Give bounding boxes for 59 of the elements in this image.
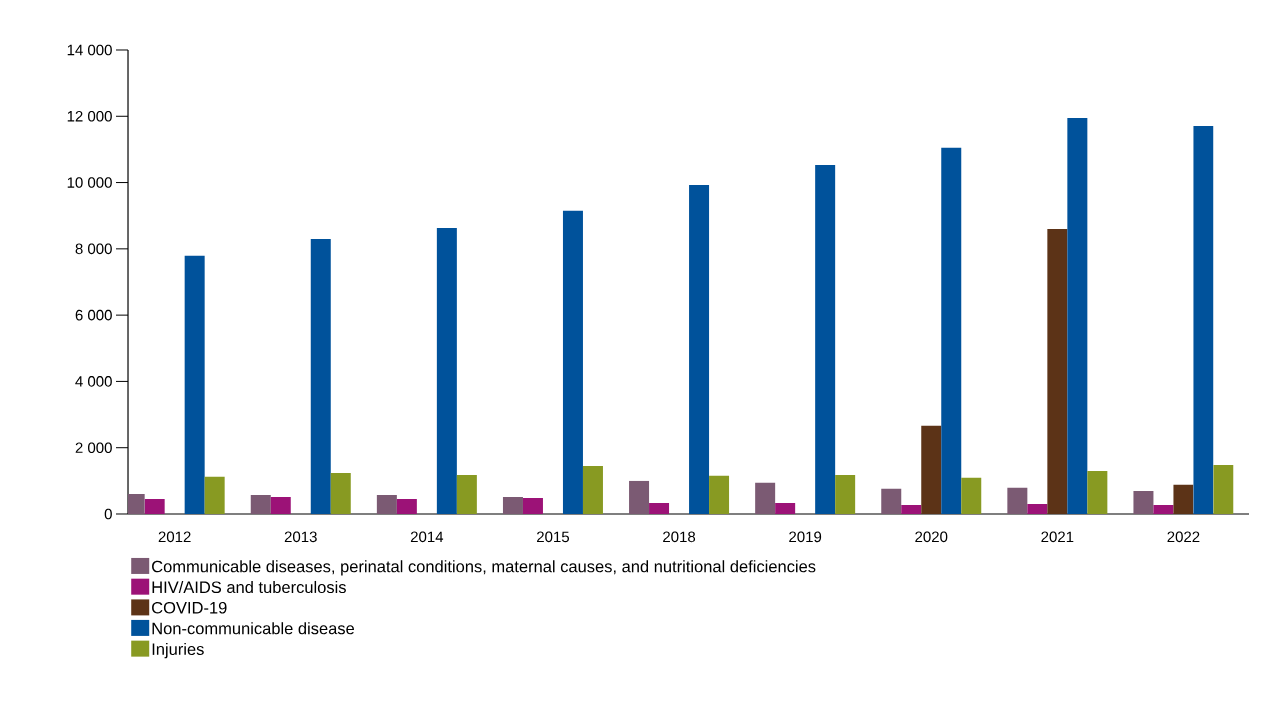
x-tick-label: 2013 (284, 531, 317, 543)
x-tick-label: 2020 (915, 531, 948, 543)
bar (1173, 484, 1194, 514)
bar (941, 147, 962, 514)
bar (755, 482, 776, 514)
x-tick-label: 2015 (537, 531, 570, 543)
bar (709, 475, 730, 514)
bar (522, 498, 543, 514)
legend-label: Injuries (152, 642, 204, 659)
bar (376, 495, 397, 514)
y-tick-label: 4 000 (75, 376, 112, 387)
bar (961, 477, 982, 514)
y-tick-label: 2 000 (75, 442, 112, 454)
bar (456, 474, 477, 514)
bar (1133, 491, 1154, 514)
bar (775, 503, 796, 514)
x-tick-label: 2019 (789, 531, 822, 543)
bar (1067, 117, 1088, 514)
x-tick-label: 2021 (1041, 531, 1074, 543)
legend-label: Communicable diseases, perinatal conditions, maternal causes, and nutritional deficiencies (152, 560, 816, 576)
bar (901, 505, 922, 514)
bar (330, 472, 351, 514)
bar (629, 480, 650, 514)
x-tick-label: 2018 (663, 531, 696, 543)
x-tick-label: 2014 (410, 531, 444, 543)
bar (184, 255, 205, 514)
bar (396, 499, 417, 514)
bar (436, 227, 457, 514)
bar (1153, 505, 1174, 514)
y-tick-label: 6 000 (75, 309, 112, 321)
y-tick-label: 14 000 (67, 44, 112, 56)
bar (689, 184, 710, 514)
x-tick-label: 2022 (1167, 531, 1200, 543)
bar (1007, 487, 1028, 514)
bar (1027, 504, 1048, 514)
bar (835, 474, 856, 514)
y-tick-label: 10 000 (67, 177, 112, 188)
bar (250, 495, 271, 514)
legend-label: COVID-19 (152, 601, 227, 614)
bar (815, 165, 836, 514)
y-tick-label: 0 (104, 508, 112, 520)
bar (204, 476, 225, 514)
bar (1193, 125, 1214, 514)
bar (582, 465, 603, 514)
legend-label: Non-communicable disease (152, 622, 355, 635)
legend-label: HIV/AIDS and tuberculosis (152, 580, 346, 594)
bar (881, 488, 902, 514)
bar (270, 497, 291, 514)
bar (921, 425, 942, 514)
bar (1047, 228, 1068, 514)
bar (1213, 464, 1234, 514)
bar (562, 210, 583, 514)
x-tick-label: 2012 (158, 531, 191, 543)
y-tick-label: 12 000 (67, 110, 112, 122)
bar (649, 503, 670, 514)
bar (1087, 470, 1108, 514)
y-tick-label: 8 000 (75, 243, 112, 255)
bar (310, 238, 331, 514)
bar (502, 497, 523, 514)
